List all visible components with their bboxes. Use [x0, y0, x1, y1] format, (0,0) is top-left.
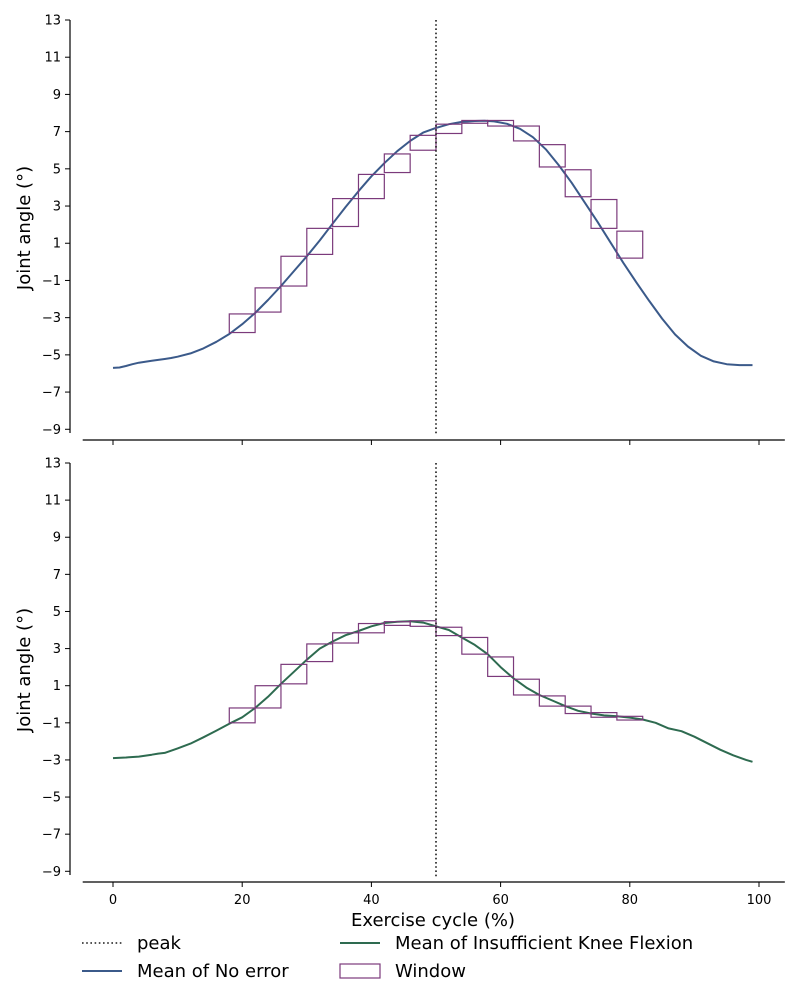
y-tick-label: −9	[42, 423, 61, 438]
top-panel: 13 11 9 7 5 3 1 −1 −3 −5 −7 −9 Joint angle (°)	[14, 14, 785, 445]
x-tick-label: 40	[363, 893, 380, 908]
x-tick-label: 60	[492, 893, 509, 908]
x-tick-label: 0	[109, 893, 117, 908]
legend-item-window: Window	[339, 961, 466, 982]
y-tick-label: −9	[42, 865, 61, 880]
window-box	[357, 622, 385, 634]
legend-item-insufficient-knee-flexion: Mean of Insufficient Knee Flexion	[340, 933, 693, 954]
y-tick-label: −3	[42, 753, 61, 768]
window-box	[616, 230, 644, 259]
y-axis-label: Joint angle (°)	[14, 608, 35, 733]
y-tick-label: 7	[53, 125, 61, 140]
y-tick-label: 9	[53, 531, 61, 546]
y-tick-label: 9	[53, 88, 61, 103]
x-axis-label: Exercise cycle (%)	[351, 910, 515, 931]
window-box	[254, 287, 282, 313]
window-box	[280, 663, 308, 685]
window-box	[383, 153, 411, 174]
legend-item-peak: peak	[82, 933, 182, 954]
window-box	[357, 173, 385, 200]
window-box	[332, 632, 360, 644]
legend-window-swatch	[339, 963, 381, 979]
series-line-mean-of-insufficient-knee-flexion	[112, 620, 753, 763]
y-tick-label: −7	[42, 386, 61, 401]
window-box	[306, 227, 334, 256]
window-box	[538, 695, 566, 707]
window-box	[228, 313, 256, 334]
window-box	[487, 119, 515, 127]
window-box	[512, 125, 540, 142]
y-tick-label: 13	[44, 14, 61, 29]
legend: peak Mean of Insufficient Knee Flexion M…	[82, 933, 693, 982]
y-tick-label: −1	[42, 716, 61, 731]
window-box	[487, 656, 515, 678]
series-line-mean-of-no-error	[112, 119, 753, 369]
y-tick-label: −7	[42, 828, 61, 843]
window-box	[564, 169, 592, 198]
window-box	[512, 678, 540, 696]
legend-no-error-label: Mean of No error	[137, 961, 289, 982]
legend-item-no-error: Mean of No error	[82, 961, 289, 982]
x-tick-label: 20	[234, 893, 251, 908]
window-box	[435, 123, 463, 135]
y-tick-label: 1	[53, 679, 61, 694]
y-tick-label: 3	[53, 642, 61, 657]
window-box	[254, 685, 282, 709]
y-axis-label: Joint angle (°)	[14, 166, 35, 291]
window-box	[461, 636, 489, 655]
window-box	[590, 198, 618, 229]
y-tick-label: 13	[44, 457, 61, 472]
window-box	[616, 715, 644, 721]
window-box	[590, 712, 618, 718]
y-tick-label: 5	[53, 162, 61, 177]
window-box	[564, 705, 592, 715]
y-tick-label: 5	[53, 605, 61, 620]
y-tick-label: 11	[44, 494, 61, 509]
y-tick-label: 3	[53, 200, 61, 215]
legend-window-label: Window	[395, 961, 466, 982]
x-tick-label: 80	[622, 893, 639, 908]
window-box	[306, 643, 334, 663]
window-box	[332, 197, 360, 228]
x-tick-label: 100	[747, 893, 772, 908]
y-tick-label: 11	[44, 51, 61, 66]
bottom-panel: 13 11 9 7 5 3 1 −1 −3 −5 −7 −9 0 20 40 60 80 100 Joint ang…	[14, 457, 785, 908]
window-box	[280, 255, 308, 287]
y-tick-label: −5	[42, 791, 61, 806]
y-tick-label: 7	[53, 568, 61, 583]
window-box	[538, 144, 566, 168]
legend-peak-label: peak	[137, 933, 182, 954]
window-box	[228, 707, 256, 724]
y-tick-label: −5	[42, 348, 61, 363]
legend-insufficient-label: Mean of Insufficient Knee Flexion	[395, 933, 693, 954]
y-tick-label: −3	[42, 311, 61, 326]
y-tick-label: −1	[42, 274, 61, 289]
y-tick-label: 1	[53, 237, 61, 252]
